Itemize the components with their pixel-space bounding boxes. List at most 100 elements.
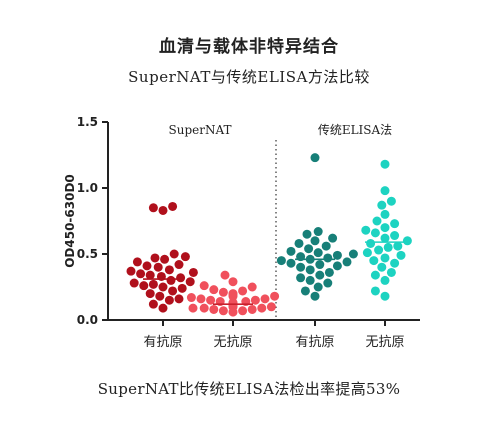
data-point [390, 258, 400, 268]
data-point [366, 238, 376, 248]
data-point [174, 294, 184, 304]
y-tick-label: 1.5 [77, 115, 98, 129]
data-point [310, 153, 320, 163]
data-point [142, 261, 152, 271]
data-point [164, 295, 174, 305]
data-point [310, 291, 320, 301]
data-point [247, 282, 257, 292]
x-category-label: 有抗原 [295, 335, 334, 350]
data-point [276, 256, 286, 266]
data-point [372, 216, 382, 226]
data-point [158, 303, 168, 313]
data-point [393, 241, 403, 251]
y-tick-label: 0.0 [77, 313, 98, 327]
data-point [304, 244, 314, 254]
data-point [390, 219, 400, 229]
data-point [209, 304, 219, 314]
data-point [257, 303, 267, 313]
data-point [250, 295, 260, 305]
data-point [300, 286, 310, 296]
data-point [380, 233, 390, 243]
data-point [323, 278, 333, 288]
chart-title: 血清与载体非特异结合 [159, 37, 339, 57]
data-point [286, 246, 296, 256]
data-point [177, 283, 187, 293]
data-point [260, 294, 270, 304]
data-point [377, 200, 387, 210]
data-point [270, 291, 280, 301]
data-point [302, 229, 312, 239]
data-point [199, 303, 209, 313]
data-point [390, 231, 400, 241]
data-point [145, 270, 155, 280]
data-point [186, 293, 196, 303]
x-category-label: 无抗原 [213, 335, 252, 350]
data-point [315, 260, 325, 270]
data-point [196, 294, 206, 304]
data-point [323, 253, 333, 263]
data-point [228, 289, 238, 299]
data-point [206, 295, 216, 305]
data-point [313, 282, 323, 292]
data-point [386, 196, 396, 206]
data-point [169, 249, 179, 259]
x-category-label: 有抗原 [143, 335, 182, 350]
y-axis-label: OD450-630D0 [63, 174, 77, 268]
data-point [153, 262, 163, 272]
data-point [220, 270, 230, 280]
data-point [238, 286, 248, 296]
data-point [402, 236, 412, 246]
data-point [321, 241, 331, 251]
data-point [136, 269, 146, 279]
data-point [380, 223, 390, 233]
chart-footnote: SuperNAT比传统ELISA法检出率提高53% [97, 380, 401, 398]
data-point [247, 304, 257, 314]
data-point [168, 201, 178, 211]
data-point [238, 306, 248, 316]
data-point [380, 159, 390, 169]
data-point [380, 275, 390, 285]
data-point [129, 278, 139, 288]
data-point [160, 254, 170, 264]
data-point [228, 298, 238, 308]
data-point [158, 205, 168, 215]
data-point [380, 291, 390, 301]
data-point [185, 277, 195, 287]
data-point [145, 289, 155, 299]
data-point [332, 250, 342, 260]
data-point [362, 248, 372, 258]
data-point [188, 267, 198, 277]
data-point [396, 250, 406, 260]
data-point [313, 227, 323, 237]
data-point [361, 225, 371, 235]
panel-label: SuperNAT [169, 123, 232, 137]
data-point [155, 291, 165, 301]
data-point [380, 186, 390, 196]
data-point [310, 236, 320, 246]
data-point [209, 285, 219, 295]
data-point [305, 275, 315, 285]
data-point [286, 258, 296, 268]
chart-subtitle: SuperNAT与传统ELISA方法比较 [128, 68, 370, 86]
data-point [383, 242, 393, 252]
data-point [228, 277, 238, 287]
data-point [148, 299, 158, 309]
data-point [218, 306, 228, 316]
data-point [380, 253, 390, 263]
data-point [218, 287, 228, 297]
data-point [296, 273, 306, 283]
data-point [377, 262, 387, 272]
x-category-label: 无抗原 [365, 335, 404, 350]
data-point [188, 303, 198, 313]
y-tick-label: 0.5 [77, 247, 98, 261]
data-point [313, 248, 323, 258]
data-point [305, 265, 315, 275]
data-point [148, 203, 158, 213]
data-point [370, 286, 380, 296]
data-point [158, 282, 168, 292]
data-point [180, 252, 190, 262]
data-point [174, 260, 184, 270]
data-point [348, 249, 358, 259]
y-tick-label: 1.0 [77, 181, 98, 195]
